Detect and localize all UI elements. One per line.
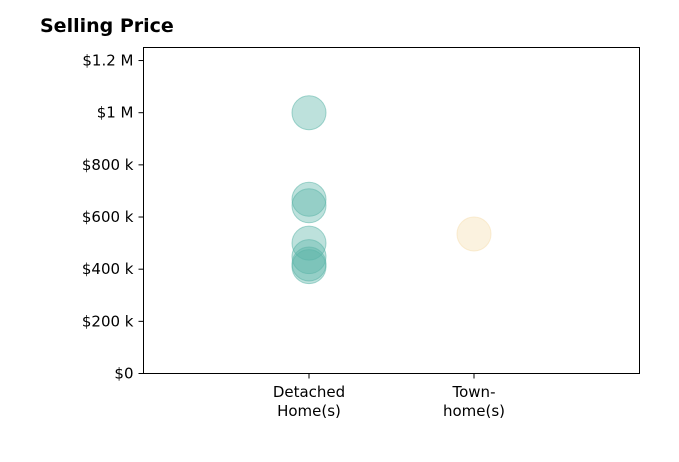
plot-area-frame <box>143 47 640 374</box>
y-tick-label: $200 k <box>82 312 134 330</box>
y-tick-label: $600 k <box>82 208 134 226</box>
data-point <box>291 249 327 285</box>
y-tick-label: $800 k <box>82 156 134 174</box>
y-axis: $0 $200 k $400 k $600 k $800 k $1 M $1.2 M <box>82 52 144 383</box>
x-axis: Detached Home(s) Town-home(s) <box>273 373 505 420</box>
data-point <box>291 95 327 131</box>
x-tick-label: Detached Home(s) <box>273 383 345 420</box>
y-tick-label: $1.2 M <box>82 52 133 70</box>
y-tick-label: $400 k <box>82 260 134 278</box>
x-tick-label: Town-home(s) <box>443 383 505 420</box>
chart-title: Selling Price <box>40 15 174 37</box>
data-point <box>456 216 492 252</box>
y-tick-label: $0 <box>114 365 133 383</box>
y-tick-label: $1 M <box>97 104 134 122</box>
data-point <box>291 188 327 224</box>
data-points <box>291 95 492 285</box>
data-point <box>291 239 327 275</box>
